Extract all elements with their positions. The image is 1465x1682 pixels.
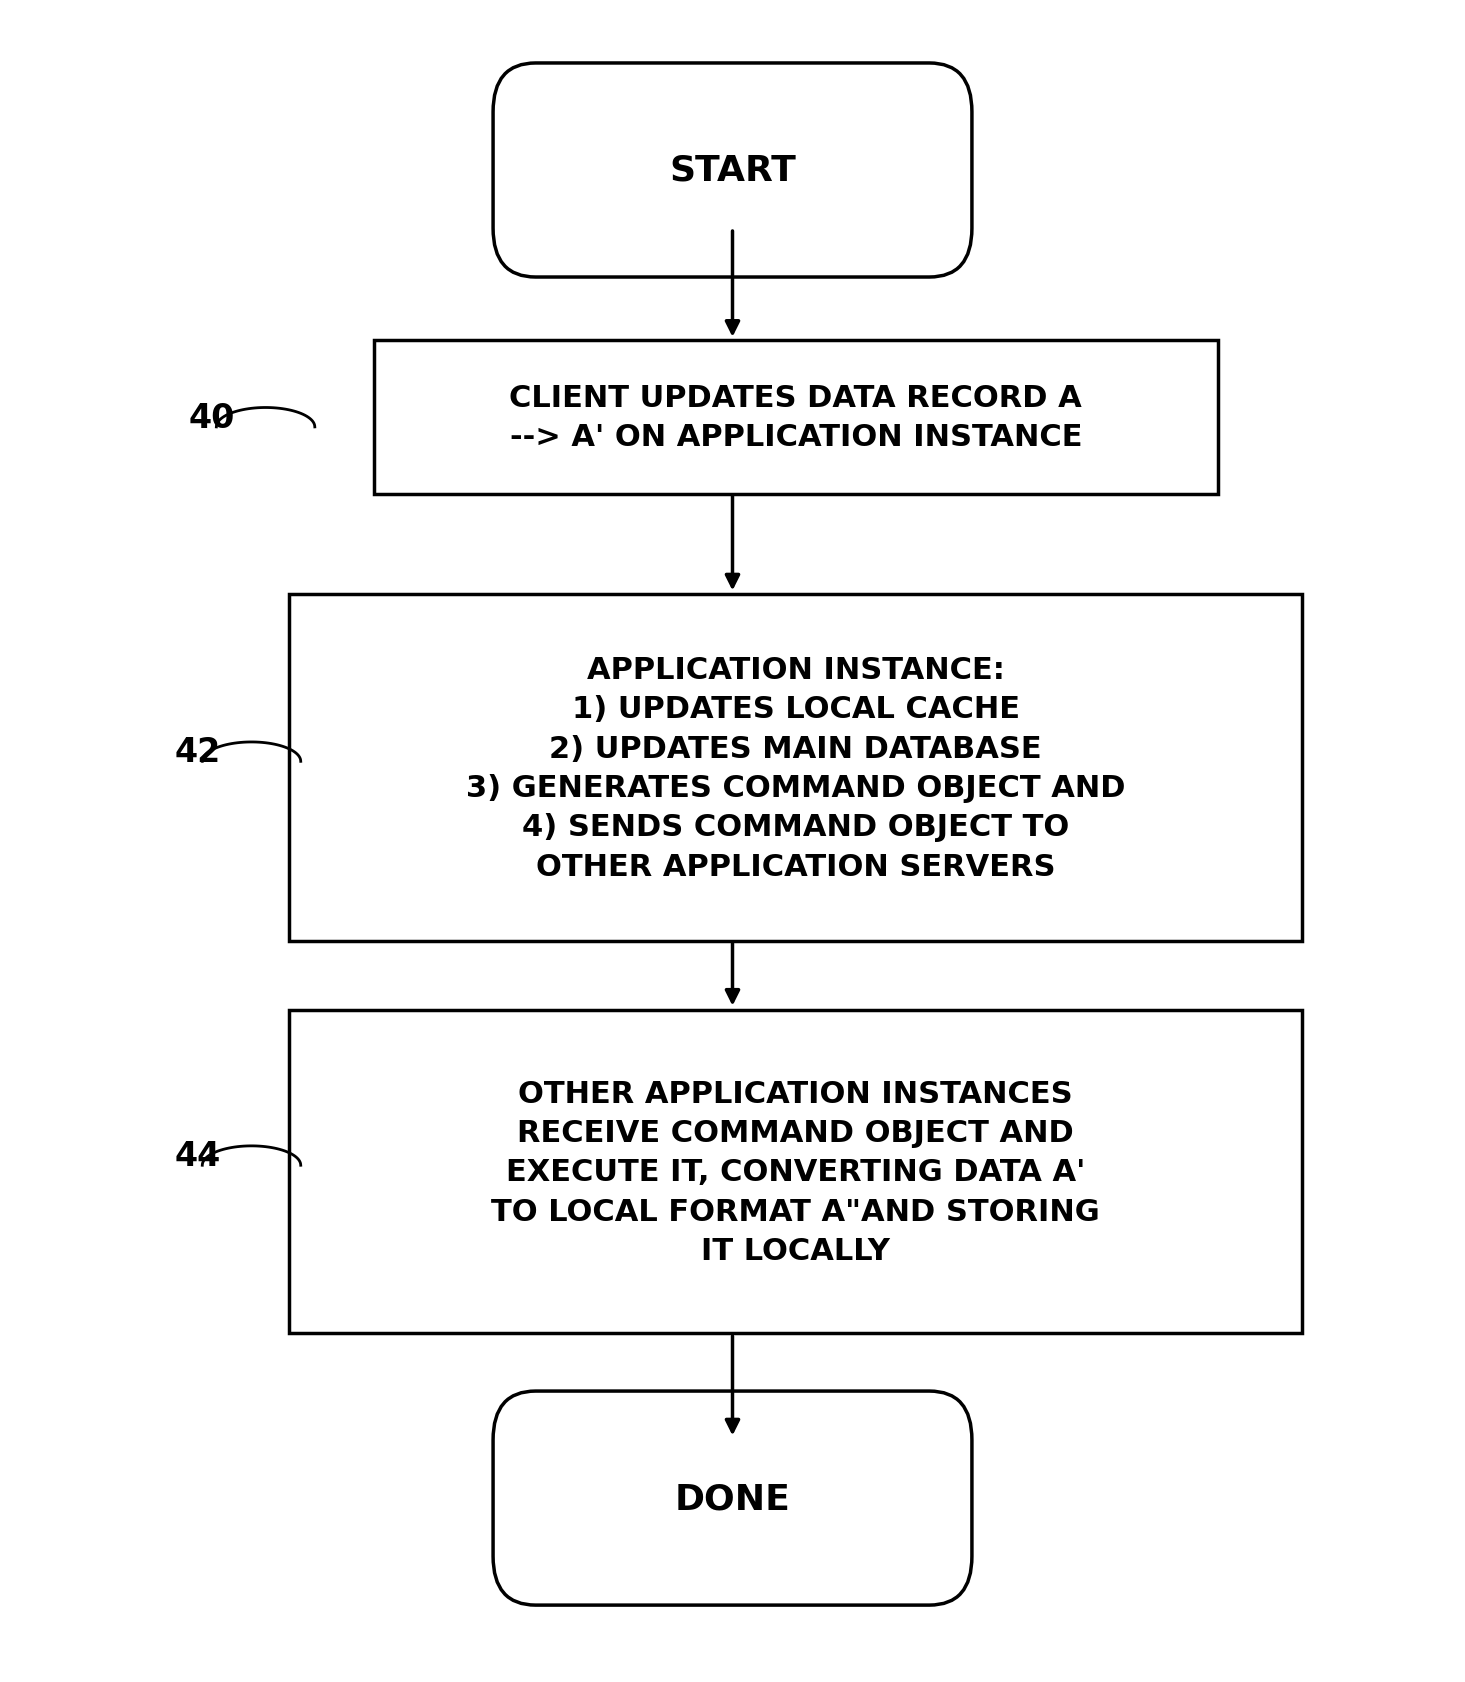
FancyBboxPatch shape [494, 64, 971, 278]
Text: APPLICATION INSTANCE:
1) UPDATES LOCAL CACHE
2) UPDATES MAIN DATABASE
3) GENERAT: APPLICATION INSTANCE: 1) UPDATES LOCAL C… [466, 656, 1125, 881]
FancyBboxPatch shape [494, 1391, 971, 1605]
Text: DONE: DONE [674, 1482, 791, 1515]
Bar [374, 341, 1217, 495]
Text: 44: 44 [174, 1139, 221, 1172]
Text: CLIENT UPDATES DATA RECORD A
--> A' ON APPLICATION INSTANCE: CLIENT UPDATES DATA RECORD A --> A' ON A… [510, 383, 1083, 452]
Text: START: START [670, 153, 795, 188]
Text: 40: 40 [189, 402, 236, 434]
Bar [290, 595, 1302, 942]
Text: 42: 42 [174, 735, 221, 769]
Text: OTHER APPLICATION INSTANCES
RECEIVE COMMAND OBJECT AND
EXECUTE IT, CONVERTING DA: OTHER APPLICATION INSTANCES RECEIVE COMM… [491, 1078, 1100, 1265]
Bar [290, 1011, 1302, 1334]
